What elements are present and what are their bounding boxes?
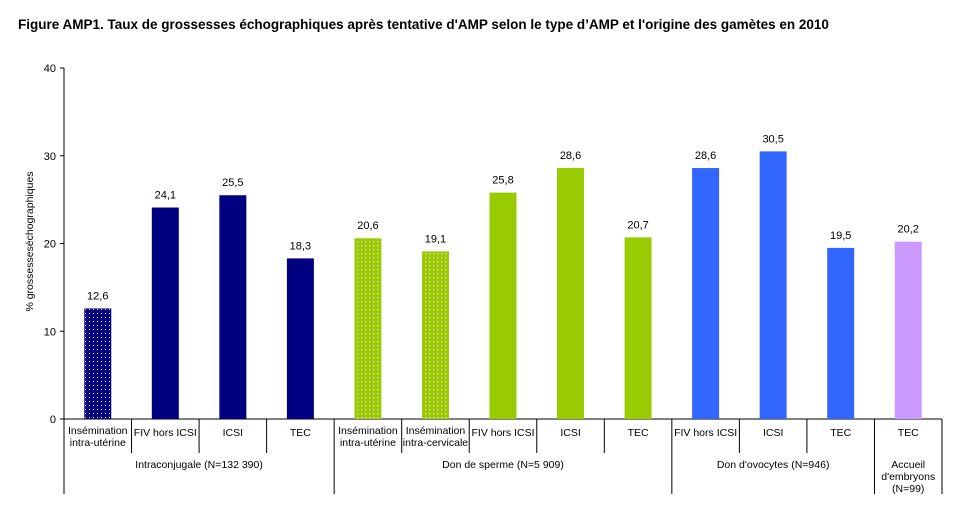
bar-value-label: 19,1: [425, 233, 446, 245]
bar-value-label: 19,5: [830, 230, 851, 242]
bar-value-label: 20,2: [898, 224, 919, 236]
y-tick-label: 40: [44, 63, 56, 75]
bar: [827, 247, 855, 419]
bar: [557, 168, 585, 419]
category-label: TEC: [628, 427, 649, 439]
category-label: ICSI: [763, 427, 783, 439]
y-tick-label: 10: [44, 326, 56, 338]
category-label: TEC: [290, 427, 311, 439]
bar-value-label: 28,6: [695, 150, 716, 162]
bar: [219, 195, 247, 419]
category-label: Insémination: [68, 425, 128, 437]
category-label: FIV hors ICSI: [674, 427, 737, 439]
category-label: TEC: [830, 427, 851, 439]
bar: [421, 251, 449, 419]
category-label: Insémination: [338, 425, 398, 437]
group-label: Don de sperme (N=5 909): [442, 459, 564, 471]
y-axis-label: % grossesseséchographiques: [24, 171, 36, 311]
category-label: intra-utérine: [70, 437, 126, 449]
category-label: FIV hors ICSI: [471, 427, 534, 439]
category-label: FIV hors ICSI: [134, 427, 197, 439]
bar: [759, 151, 787, 420]
group-label: Accueil: [891, 459, 925, 471]
chart-title: Figure AMP1. Taux de grossesses échograp…: [18, 17, 829, 32]
group-label: Intraconjugale (N=132 390): [135, 459, 263, 471]
category-label: ICSI: [560, 427, 580, 439]
bar: [84, 308, 112, 419]
category-label: intra-cervicale: [403, 437, 469, 449]
bar: [894, 241, 922, 419]
y-tick-label: 30: [44, 151, 56, 163]
bar: [692, 168, 720, 419]
group-label: Don d'ovocytes (N=946): [717, 459, 830, 471]
bar-value-label: 20,7: [627, 219, 648, 231]
bar-value-label: 25,8: [492, 175, 513, 187]
group-label: d'embryons: [881, 471, 935, 483]
bar: [624, 237, 652, 419]
bar: [151, 207, 179, 419]
bar-value-label: 12,6: [87, 290, 108, 302]
bar-value-label: 25,5: [222, 177, 243, 189]
category-label: intra-utérine: [340, 437, 396, 449]
y-tick-label: 0: [50, 414, 56, 426]
group-label: (N=99): [892, 483, 924, 495]
bar-value-label: 30,5: [762, 133, 783, 145]
y-tick-label: 20: [44, 239, 56, 251]
bar: [354, 238, 382, 419]
bar: [286, 258, 314, 419]
bar-value-label: 18,3: [290, 240, 311, 252]
bar-value-label: 28,6: [560, 150, 581, 162]
bar: [489, 192, 517, 419]
bar-value-label: 20,6: [357, 220, 378, 232]
bar-value-label: 24,1: [155, 190, 176, 202]
category-label: TEC: [898, 427, 919, 439]
category-label: ICSI: [223, 427, 243, 439]
category-label: Insémination: [406, 425, 466, 437]
